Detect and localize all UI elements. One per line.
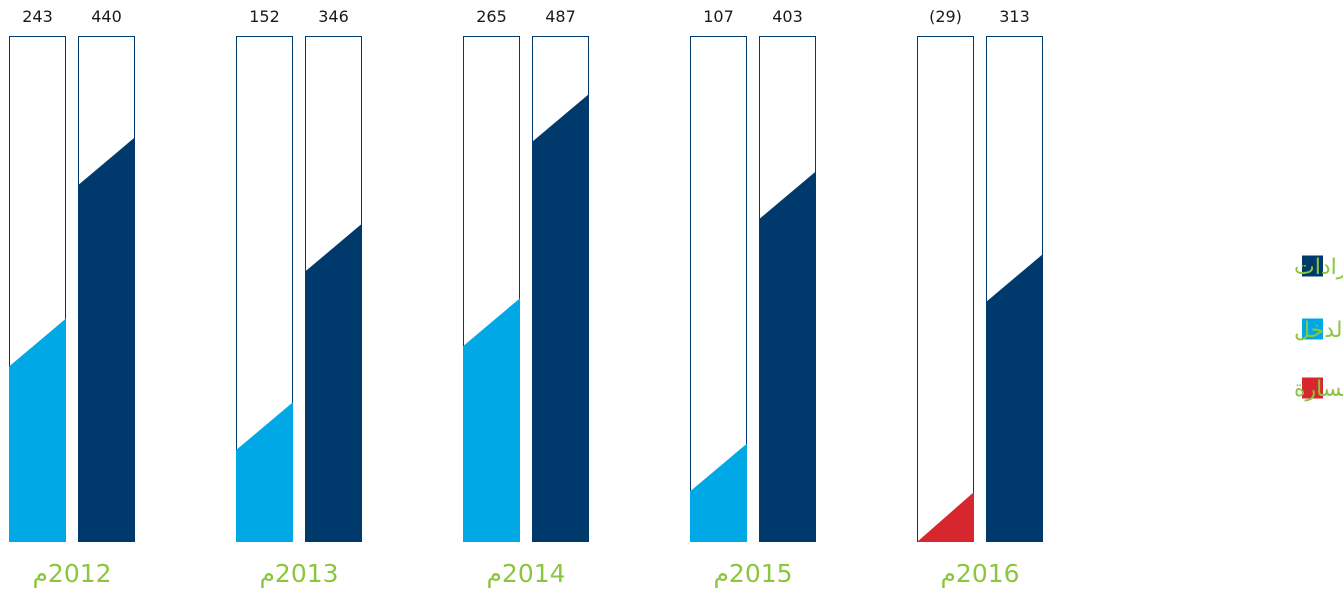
- bar-revenue: [305, 223, 362, 542]
- legend-label-net-income: صافي الدخل: [1294, 318, 1343, 343]
- value-label-net-income: 265: [476, 7, 507, 26]
- value-label-revenue: 313: [999, 7, 1030, 26]
- legend-label-net-loss: صافي الخسارة: [1294, 377, 1343, 402]
- value-label-revenue: 403: [772, 7, 803, 26]
- value-label-revenue: 440: [91, 7, 122, 26]
- bar-revenue: [78, 137, 135, 542]
- value-label-net-income: 107: [703, 7, 734, 26]
- year-label: 2015م: [713, 559, 792, 588]
- bar-net-loss: [917, 492, 974, 542]
- value-label-revenue: 346: [318, 7, 349, 26]
- labels-layer: 243 440 2012م 152 346 2013م 265 487 2014م 107 403 2…: [22, 7, 1030, 588]
- bar-net-income: [690, 443, 747, 542]
- legend: الإيرادات صافي الدخل صافي الخسارة: [1294, 255, 1343, 402]
- value-label-net-income: 243: [22, 7, 53, 26]
- value-label-revenue: 487: [545, 7, 576, 26]
- year-label: 2014م: [486, 559, 565, 588]
- legend-swatch-net-loss: [1302, 377, 1323, 399]
- legend-label-revenue: الإيرادات: [1294, 255, 1343, 280]
- bar-revenue: [759, 171, 816, 543]
- year-label: 2013م: [259, 559, 338, 588]
- bar-net-income: [463, 298, 520, 542]
- year-label: 2012م: [32, 559, 111, 588]
- legend-swatch-revenue: [1302, 255, 1323, 277]
- bar-frame-net-income: [917, 36, 974, 542]
- bar-revenue: [532, 93, 589, 543]
- bars-layer: [9, 36, 1043, 543]
- legend-swatch-net-income: [1302, 318, 1323, 340]
- year-label: 2016م: [940, 559, 1019, 588]
- bar-net-income: [236, 402, 293, 542]
- value-label-net-income: (29): [929, 7, 962, 26]
- value-label-net-income: 152: [249, 7, 280, 26]
- bar-net-income: [9, 318, 66, 542]
- bar-revenue: [986, 254, 1043, 543]
